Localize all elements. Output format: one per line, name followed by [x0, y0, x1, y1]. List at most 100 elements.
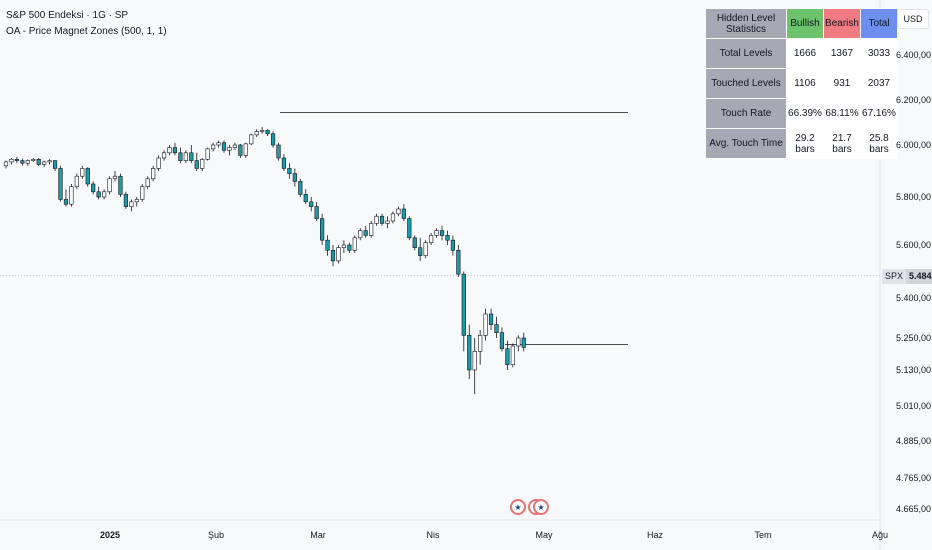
stats-bull-value: 29.2 bars [786, 128, 824, 159]
candle-body [161, 152, 167, 159]
candle-body [303, 194, 308, 203]
candle-body [221, 142, 227, 151]
candle-body [140, 186, 145, 200]
stats-bull-value: 1106 [786, 68, 824, 99]
stats-row-label: Touch Rate [705, 98, 787, 129]
stats-header-bearish: Bearish [823, 8, 861, 39]
stats-bear-value: 931 [823, 68, 861, 99]
y-axis-tick-label: 5.800,00 [896, 192, 932, 202]
candle-body [9, 159, 14, 163]
candle-body [249, 134, 254, 145]
candle-body [211, 144, 216, 150]
candle-body [467, 335, 472, 371]
candle-body [488, 313, 494, 325]
candle-body [47, 160, 52, 163]
candle-body [238, 144, 243, 156]
candle-body [42, 161, 47, 165]
candle-body [69, 186, 74, 205]
candle-body [80, 168, 85, 177]
candle-body [145, 178, 150, 187]
candle-body [423, 242, 428, 256]
candle-body [358, 230, 363, 239]
candle-body [494, 324, 499, 333]
candle-body [200, 159, 205, 169]
candle-body [102, 191, 107, 198]
stats-header-total: Total [860, 8, 898, 39]
stats-row-avg-touch-time: Avg. Touch Time 29.2 bars 21.7 bars 25.8… [705, 128, 898, 159]
candle-body [20, 160, 25, 164]
y-axis-tick-label: 5.130,00 [896, 365, 932, 375]
x-axis-tick-label: Mar [310, 530, 326, 540]
stats-header-row: Hidden Level Statistics Bullish Bearish … [705, 8, 898, 39]
y-axis-tick-label: 4.765,00 [896, 473, 932, 483]
candle-body [439, 230, 445, 236]
x-axis-tick-label: Nis [426, 530, 440, 540]
stats-row-touch-rate: Touch Rate 66.39% 68.11% 67.16% [705, 98, 898, 129]
currency-selector-button[interactable]: USD [897, 9, 929, 29]
candle-body [428, 235, 434, 243]
candle-body [407, 218, 412, 239]
candle-body [461, 273, 466, 336]
candle-body [499, 332, 505, 349]
us-flag-icon[interactable]: ★ [510, 499, 526, 515]
price-tag-symbol: SPX [882, 269, 907, 284]
candle-body [281, 157, 287, 169]
candle-body [118, 175, 123, 195]
last-price-tag: SPX 5.484,78 [882, 269, 932, 284]
chart-legend: S&P 500 Endeksi · 1G · SP OA - Price Mag… [6, 8, 167, 40]
candle-body [276, 144, 281, 159]
candle-body [189, 152, 194, 161]
candle-body [516, 337, 521, 347]
stats-bull-value: 1666 [786, 38, 824, 69]
candle-body [227, 147, 232, 151]
y-axis-tick-label: 5.600,00 [896, 240, 932, 250]
candle-body [341, 244, 347, 248]
candle-body [434, 230, 439, 236]
candle-body [183, 152, 188, 161]
candle-body [112, 175, 118, 180]
indicator-label[interactable]: OA - Price Magnet Zones (500, 1, 1) [6, 26, 167, 37]
candle-body [52, 160, 58, 169]
candle-body [510, 345, 515, 365]
y-axis-tick-label: 4.885,00 [896, 436, 932, 446]
stats-total-value: 25.8 bars [860, 128, 898, 159]
candle-body [505, 348, 510, 365]
candle-body [325, 239, 330, 251]
candle-body [483, 313, 488, 336]
candle-body [85, 168, 90, 185]
candle-body [129, 201, 134, 207]
candle-body [352, 237, 357, 251]
candle-body [298, 181, 303, 195]
candle-body [14, 159, 19, 161]
candle-body [123, 194, 128, 207]
stats-bear-value: 1367 [823, 38, 861, 69]
hidden-level-statistics-table: Hidden Level Statistics Bullish Bearish … [705, 8, 898, 159]
candle-body [347, 244, 352, 251]
candle-body [314, 206, 319, 219]
candle-body [172, 147, 178, 154]
symbol-title[interactable]: S&P 500 Endeksi · 1G · SP [6, 10, 129, 21]
candle-body [151, 168, 156, 180]
candle-body [292, 173, 297, 182]
candle-body [36, 159, 41, 165]
y-axis-tick-label: 6.200,00 [896, 95, 932, 105]
y-axis-tick-label: 6.400,00 [896, 50, 932, 60]
candle-body [396, 208, 401, 215]
candle-body [385, 220, 390, 224]
candle-body [336, 247, 341, 262]
candle-body [330, 250, 336, 262]
candle-body [418, 247, 423, 256]
candle-body [270, 133, 276, 146]
candle-body [401, 208, 406, 219]
y-axis-tick-label: 5.250,00 [896, 333, 932, 343]
candle-body [134, 199, 139, 203]
candle-body [31, 159, 36, 161]
candle-body [390, 213, 396, 222]
stats-bear-value: 68.11% [823, 98, 861, 129]
candle-body [363, 230, 368, 236]
candle-body [216, 142, 221, 146]
us-flag-icon[interactable]: ★ [533, 499, 549, 515]
candle-body [445, 235, 450, 241]
stats-row-label: Total Levels [705, 38, 787, 69]
